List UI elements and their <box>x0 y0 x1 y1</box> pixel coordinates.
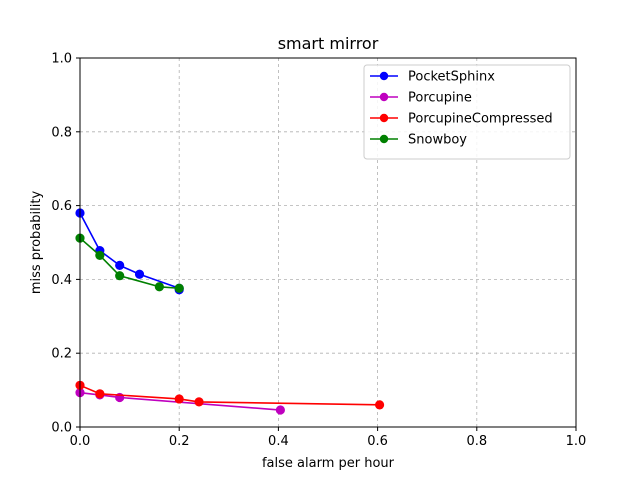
legend-box <box>363 64 571 160</box>
x-tick-label: 0.6 <box>367 434 388 449</box>
axes-frame <box>79 57 577 428</box>
x-tick-label: 0.4 <box>268 434 289 449</box>
data-point-porcupinecompressed <box>374 400 385 410</box>
y-tick-label: 1.0 <box>51 52 72 67</box>
y-tick-label: 0.0 <box>51 421 72 436</box>
data-point-pocketsphinx <box>115 260 125 270</box>
y-tick-label: 0.8 <box>51 125 72 140</box>
legend-marker-porcupine <box>379 92 389 102</box>
legend-label-pocketsphinx: PocketSphinx <box>408 70 495 85</box>
y-tick-label: 0.6 <box>51 199 72 214</box>
legend: PocketSphinx Porcupine PorcupineCompressed… <box>363 64 571 160</box>
legend-label-porcupine: Porcupine <box>408 91 472 106</box>
data-point-snowboy <box>174 283 184 293</box>
data-point-porcupinecompressed <box>174 394 184 404</box>
x-tick-label: 0.0 <box>70 434 91 449</box>
legend-label-snowboy: Snowboy <box>408 133 467 148</box>
x-tick-label: 1.0 <box>566 434 587 449</box>
x-axis-label: false alarm per hour <box>262 456 395 471</box>
legend-entry-porcupine: Porcupine <box>370 91 472 106</box>
series-snowboy <box>75 233 184 293</box>
data-point-porcupine <box>275 405 285 415</box>
legend-label-porcupinecompressed: PorcupineCompressed <box>408 112 553 127</box>
y-tick-label: 0.4 <box>51 273 72 288</box>
ticks: 0.0 0.2 0.4 0.6 0.8 1.0 0.0 0.2 0.4 0.6 0.8 1.0 <box>51 52 586 450</box>
y-tick-label: 0.2 <box>51 347 72 362</box>
data-point-snowboy <box>154 282 164 292</box>
legend-marker-pocketsphinx <box>379 71 389 81</box>
data-point-snowboy <box>95 250 105 261</box>
chart-title: smart mirror <box>278 34 379 53</box>
y-axis-label: miss probability <box>29 191 44 295</box>
legend-entry-snowboy: Snowboy <box>370 133 467 148</box>
legend-marker-snowboy <box>379 134 389 144</box>
data-point-snowboy <box>115 271 125 281</box>
legend-marker-porcupinecompressed <box>379 113 389 123</box>
data-point-porcupinecompressed <box>95 389 105 399</box>
legend-entry-porcupinecompressed: PorcupineCompressed <box>370 112 553 127</box>
legend-entry-pocketsphinx: PocketSphinx <box>370 70 495 85</box>
x-tick-label: 0.8 <box>466 434 487 449</box>
x-tick-label: 0.2 <box>169 434 190 449</box>
data-point-pocketsphinx <box>134 269 145 279</box>
data-point-porcupinecompressed <box>194 397 204 407</box>
